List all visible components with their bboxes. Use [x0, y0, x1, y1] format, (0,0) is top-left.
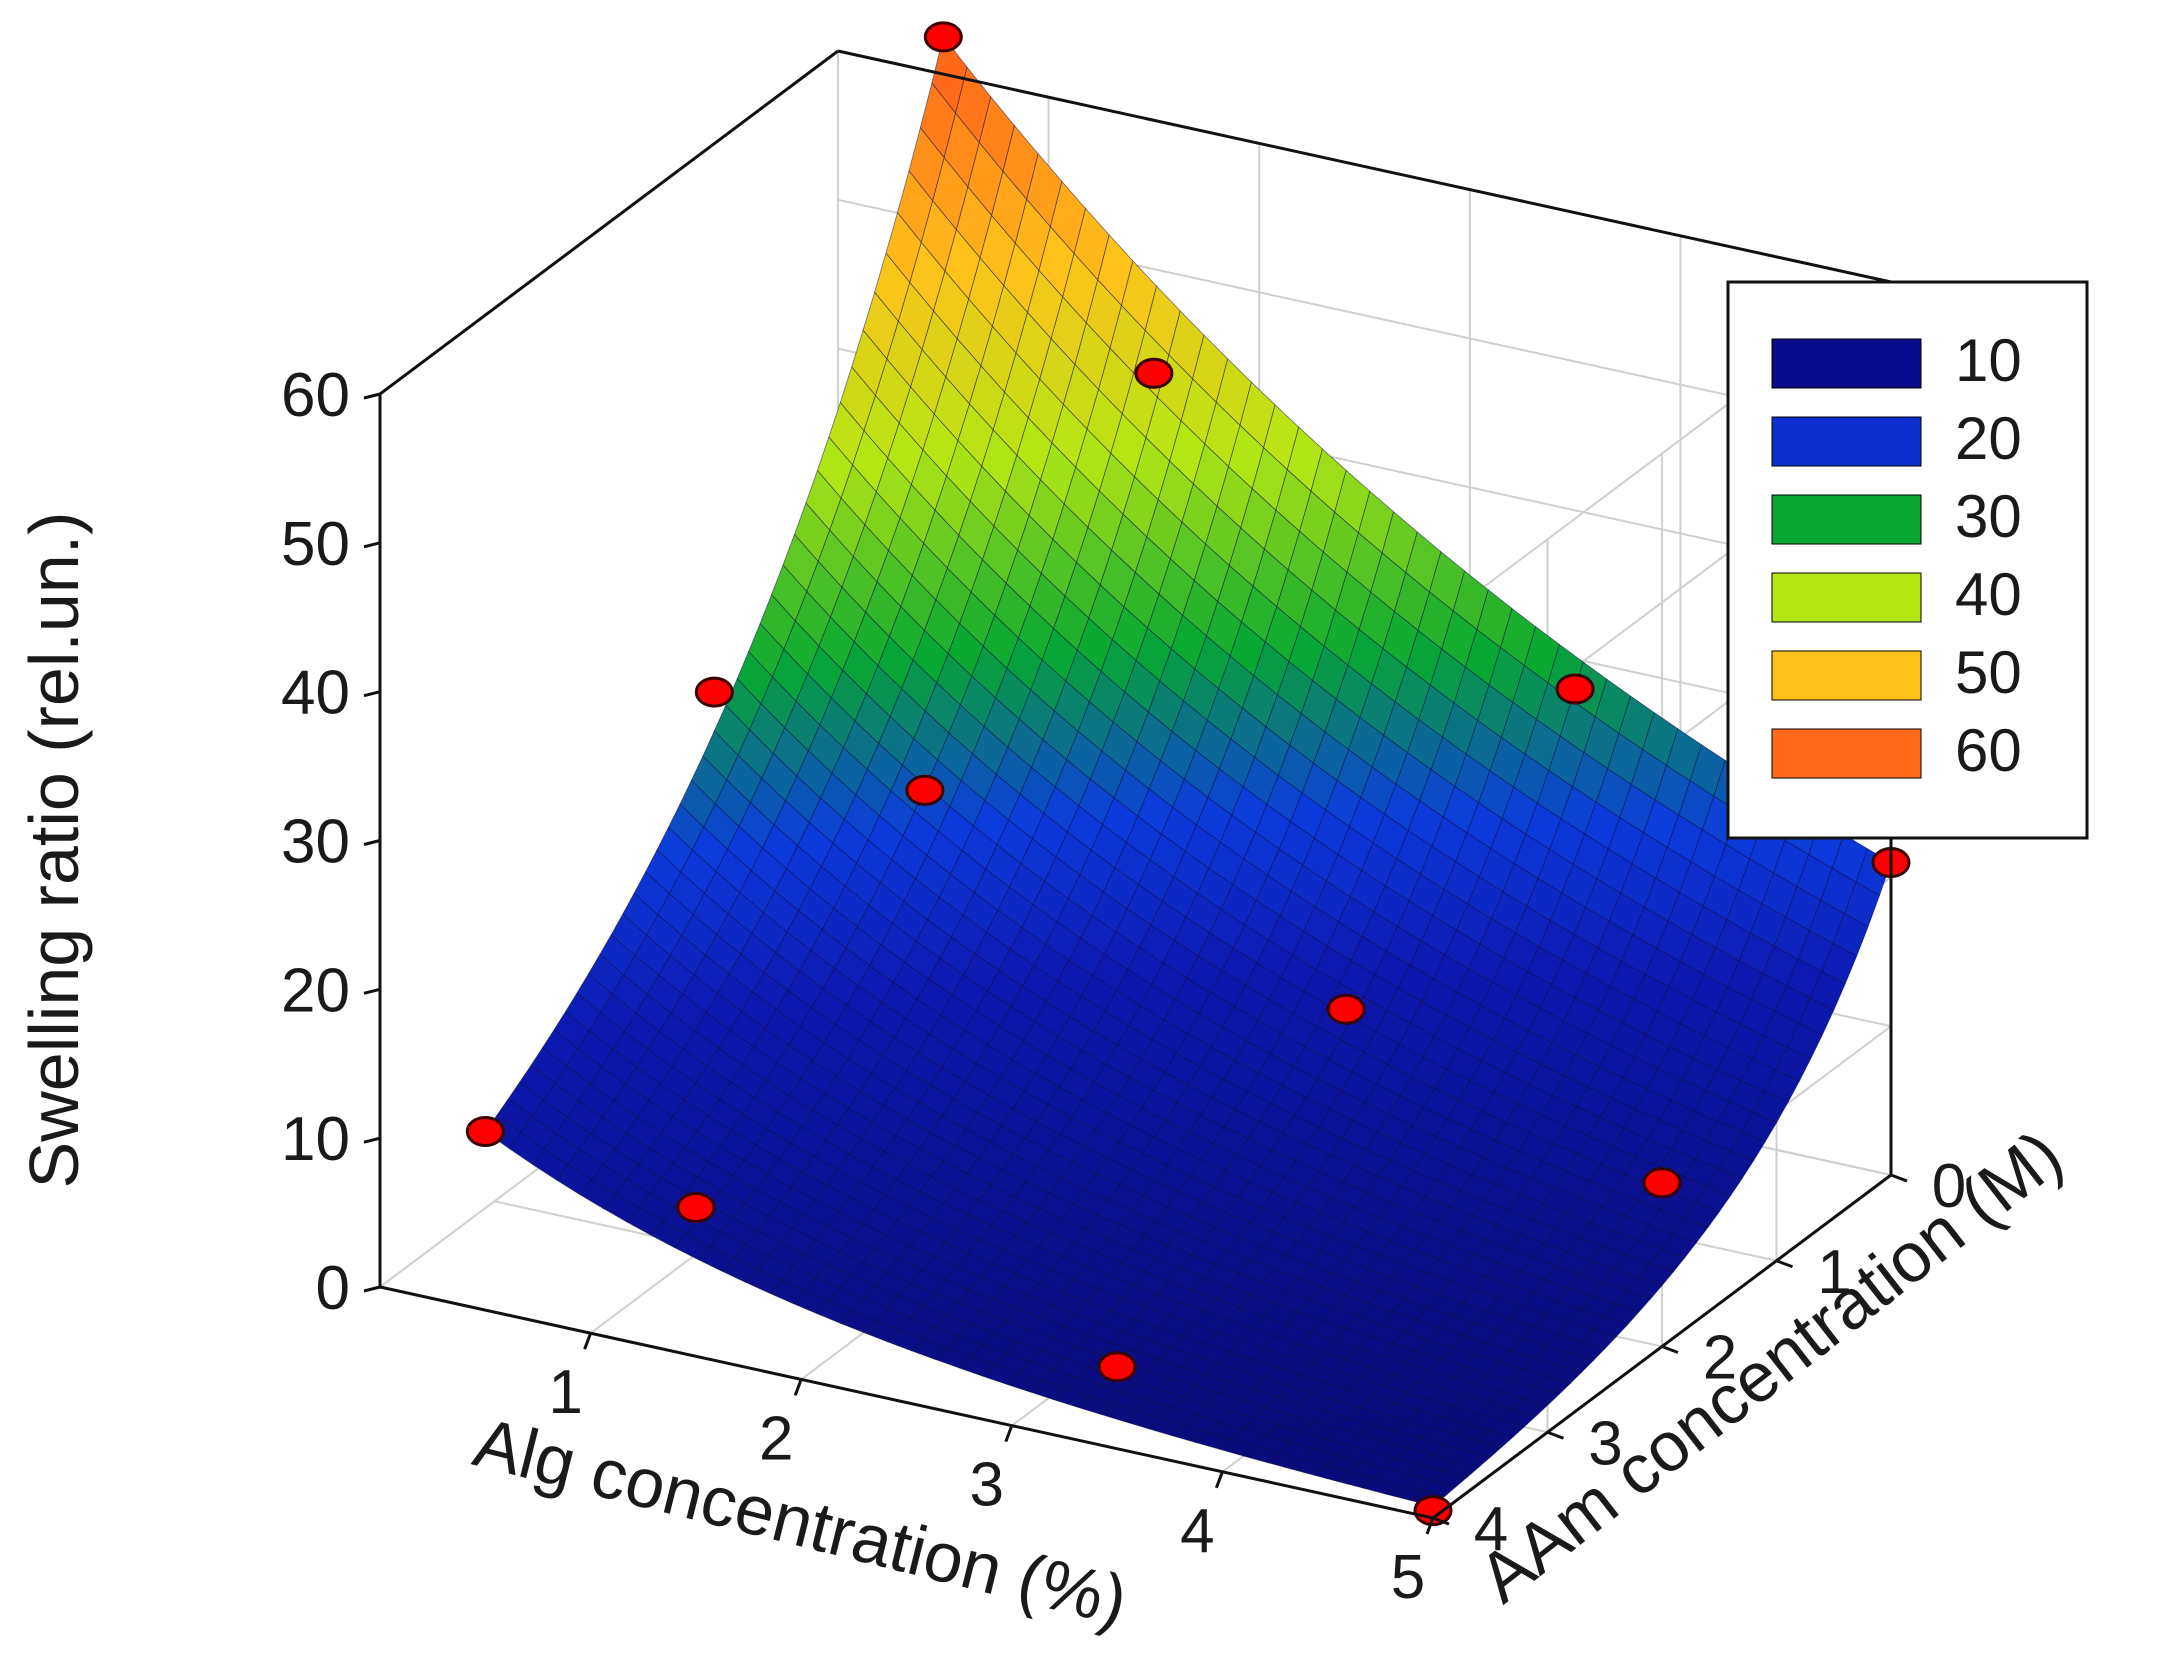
- x-tick: [1214, 1471, 1224, 1489]
- z-tick-label: 60: [281, 361, 350, 430]
- y-tick-label: 2: [1703, 1324, 1737, 1393]
- z-tick: [363, 541, 381, 549]
- data-point-marker: [1134, 357, 1174, 389]
- y-tick-label: 4: [1474, 1495, 1508, 1564]
- z-tick-label: 40: [281, 659, 350, 728]
- data-point-marker: [465, 1116, 505, 1147]
- z-axis-title-text: Swelling ratio (rel.un.): [15, 512, 93, 1189]
- data-point-marker: [923, 21, 963, 53]
- legend-items: 10 20 30 40 50 60: [1771, 327, 2022, 784]
- legend-swatch: [1771, 728, 1922, 779]
- legend-swatch: [1771, 650, 1922, 701]
- x-tick: [1004, 1425, 1014, 1443]
- z-tick: [363, 1285, 381, 1293]
- x-tick-label: 4: [1180, 1497, 1214, 1566]
- data-point-marker: [905, 774, 945, 806]
- y-tick: [1890, 1173, 1908, 1183]
- legend-swatch: [1771, 494, 1922, 545]
- x-tick-label: 3: [970, 1451, 1004, 1520]
- data-point-marker: [1413, 1495, 1453, 1527]
- data-point-marker: [676, 1192, 716, 1223]
- z-tick: [363, 839, 381, 846]
- legend-swatch: [1771, 416, 1922, 467]
- z-tick-label: 0: [316, 1254, 350, 1323]
- data-point-marker: [694, 676, 734, 708]
- frame-edge: [379, 1285, 1434, 1520]
- y-tick: [1775, 1259, 1794, 1269]
- x-tick: [583, 1332, 593, 1350]
- legend-label: 60: [1955, 717, 2022, 784]
- y-tick-label: 3: [1588, 1409, 1622, 1478]
- x-tick-label: 5: [1391, 1543, 1425, 1612]
- z-axis-title: Swelling ratio (rel.un.): [15, 512, 93, 1189]
- z-tick-label: 30: [281, 808, 350, 877]
- legend-label: 50: [1955, 639, 2022, 706]
- y-tick-label: 0: [1932, 1152, 1966, 1221]
- x-axis-title: Alg concentration (%): [467, 1403, 1135, 1641]
- legend-label: 40: [1955, 561, 2022, 628]
- legend-label: 20: [1955, 405, 2022, 472]
- z-tick-label: 50: [281, 510, 350, 579]
- x-tick: [1425, 1517, 1435, 1535]
- frame-edge: [837, 49, 1892, 284]
- x-tick-label: 2: [759, 1404, 793, 1473]
- y-tick: [1546, 1430, 1565, 1440]
- legend-swatch: [1771, 338, 1922, 389]
- frame-edge: [379, 49, 839, 396]
- y-tick: [1661, 1345, 1679, 1354]
- y-tick: [1432, 1516, 1450, 1526]
- z-tick-label: 10: [281, 1105, 350, 1174]
- x-tick: [793, 1378, 803, 1396]
- z-tick: [363, 987, 381, 995]
- z-tick: [363, 1136, 381, 1144]
- z-tick: [363, 392, 381, 400]
- x-tick-label: 1: [548, 1358, 582, 1427]
- surface-layer: [484, 36, 1892, 1507]
- data-point-marker: [1326, 993, 1366, 1025]
- legend-label: 30: [1955, 483, 2022, 550]
- legend-label: 10: [1955, 327, 2022, 394]
- z-tick-label: 20: [281, 956, 350, 1025]
- data-point-marker: [1555, 673, 1595, 705]
- legend: 10 20 30 40 50 60: [1726, 280, 2089, 840]
- legend-swatch: [1771, 572, 1922, 623]
- z-tick: [363, 690, 381, 698]
- x-axis-title-text: Alg concentration (%): [467, 1403, 1135, 1641]
- y-tick-label: 1: [1817, 1238, 1851, 1307]
- data-point-marker: [1642, 1167, 1682, 1199]
- data-point-marker: [1097, 1351, 1137, 1383]
